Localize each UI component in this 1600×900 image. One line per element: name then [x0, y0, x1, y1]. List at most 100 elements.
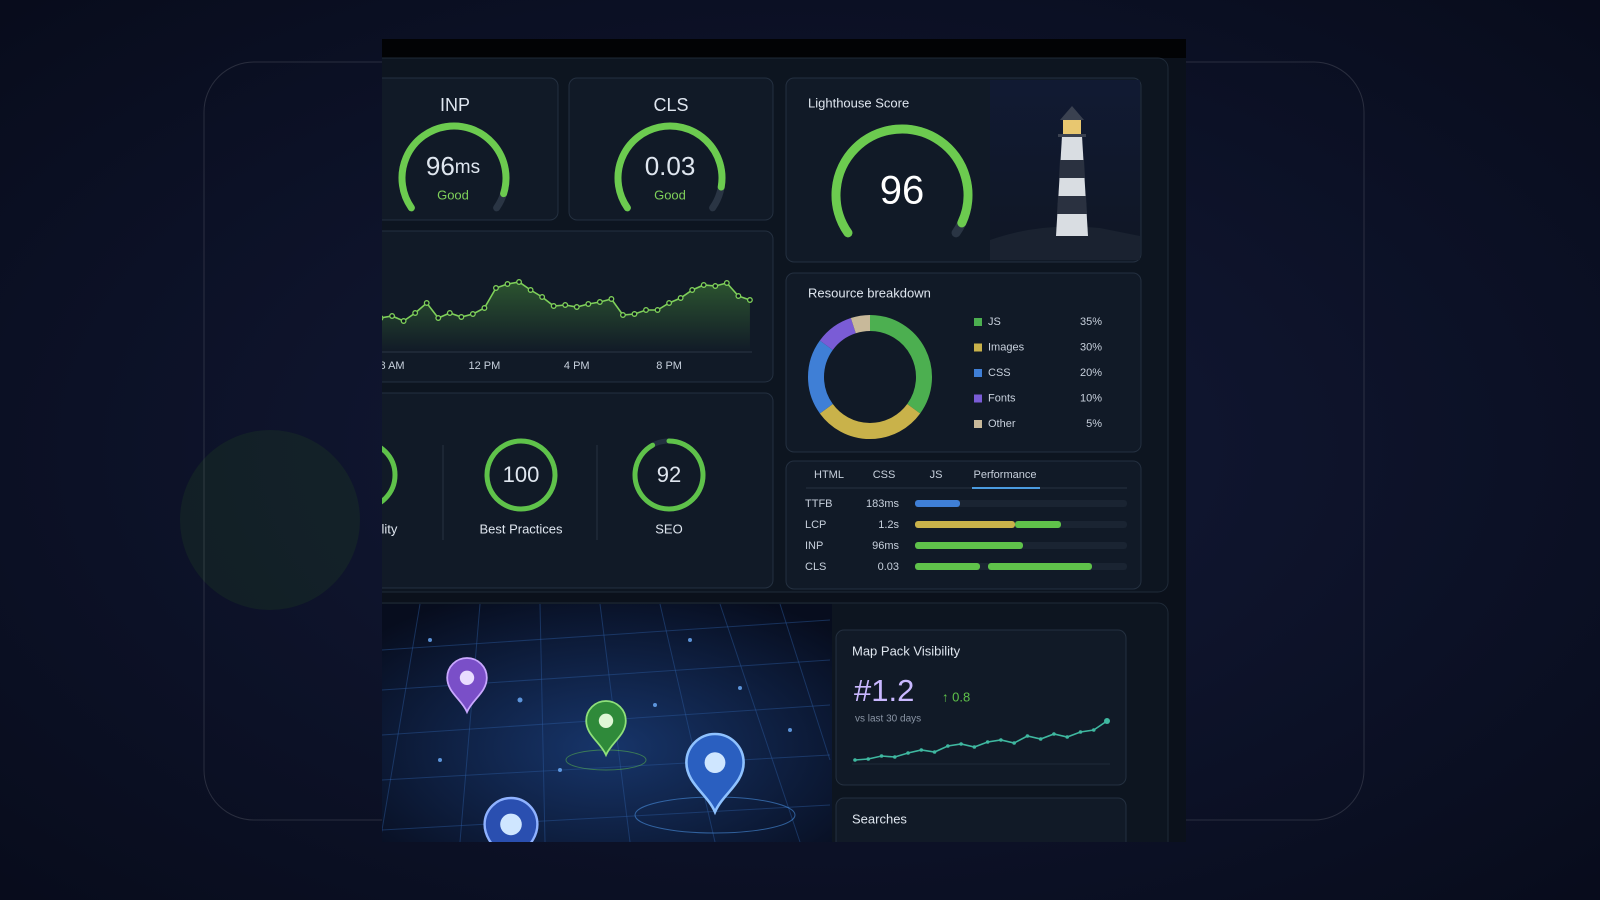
metric-value: 183ms	[866, 498, 900, 510]
legend-label: CSS	[988, 367, 1011, 379]
point	[1025, 734, 1030, 738]
legend-value: 20%	[1080, 367, 1102, 379]
legend-value: 30%	[1080, 341, 1102, 353]
point	[906, 751, 910, 755]
top-bar	[382, 39, 1186, 58]
point	[853, 758, 857, 762]
point	[959, 742, 963, 746]
sparkline	[854, 720, 1108, 761]
legend-value: 5%	[1086, 418, 1102, 430]
metric-name: TTFB	[805, 498, 833, 510]
donut-segment	[808, 340, 833, 414]
metric-value: 0.03	[878, 561, 899, 573]
point	[382, 315, 384, 321]
area	[382, 282, 750, 352]
legend-swatch	[974, 394, 982, 403]
point	[469, 311, 476, 317]
point	[596, 299, 603, 305]
map-pack-change: ↑ 0.8	[942, 689, 970, 704]
scores-card	[382, 392, 774, 589]
cls-status: Good	[654, 187, 686, 202]
point	[1091, 728, 1096, 732]
metric-value: 96ms	[872, 540, 899, 552]
point	[516, 279, 523, 285]
cls-value: 0.03	[645, 151, 696, 181]
x-tick-label: 8 AM	[380, 360, 405, 372]
point	[677, 295, 684, 301]
tab[interactable]: CSS	[873, 469, 896, 481]
donut-segment	[850, 315, 871, 334]
point	[643, 307, 649, 313]
score-label: Best Practices	[479, 521, 563, 536]
map-pack-note: vs last 30 days	[855, 714, 921, 725]
score-label: SEO	[655, 521, 682, 536]
legend-label: Images	[988, 341, 1025, 353]
lighthouse-title: Lighthouse Score	[808, 95, 909, 110]
gauge-fill	[398, 122, 510, 212]
map-pack-rank: #1.2	[854, 673, 914, 708]
glow	[180, 430, 360, 610]
inp-unit: ms	[455, 157, 480, 178]
legend-label: JS	[988, 316, 1001, 328]
donut-segment	[819, 318, 857, 351]
inp-value: 96ms	[426, 151, 480, 181]
lighthouse-illustration	[1056, 106, 1088, 236]
metric-name: CLS	[805, 561, 826, 573]
inp-number: 96	[426, 151, 455, 181]
searches-card	[835, 797, 1127, 842]
tab[interactable]: Performance	[974, 469, 1037, 481]
point	[412, 310, 419, 316]
metric-bars	[915, 500, 1127, 570]
score-ring	[484, 438, 558, 512]
map-pack-title: Map Pack Visibility	[852, 643, 961, 658]
point	[946, 744, 950, 748]
point	[879, 754, 884, 758]
point	[999, 738, 1003, 742]
legend-label: Other	[988, 418, 1016, 430]
point	[919, 748, 924, 752]
score-label: Accessibility	[327, 521, 398, 536]
metric-name: LCP	[805, 519, 826, 531]
point	[1065, 735, 1070, 739]
point	[631, 311, 638, 317]
point	[481, 305, 488, 311]
point	[932, 750, 937, 754]
point	[423, 300, 430, 306]
metric-value: 1.2s	[878, 519, 899, 531]
gauge-fill	[614, 122, 726, 212]
inp-card	[382, 77, 559, 221]
point	[1078, 730, 1083, 734]
point	[493, 285, 499, 291]
legend-value: 35%	[1080, 316, 1102, 328]
tab[interactable]: HTML	[814, 469, 844, 481]
legend-swatch	[974, 318, 982, 326]
point	[573, 304, 580, 310]
tab[interactable]: JS	[930, 469, 943, 481]
donut-segment	[869, 315, 932, 414]
point	[712, 283, 719, 289]
point	[735, 293, 742, 299]
point	[585, 301, 592, 307]
point	[666, 300, 673, 306]
point	[527, 287, 534, 293]
point	[504, 281, 511, 287]
point	[972, 745, 977, 749]
point	[389, 313, 396, 319]
point	[550, 303, 557, 309]
score-ring	[382, 445, 398, 505]
point	[985, 740, 990, 744]
score-value: 92	[657, 462, 681, 487]
point	[400, 318, 407, 324]
point	[1038, 737, 1043, 741]
score-ring	[632, 438, 706, 512]
point	[1104, 718, 1110, 724]
point	[746, 297, 753, 303]
point	[446, 310, 453, 316]
gauge-fill	[831, 124, 973, 238]
x-tick-label: 4 PM	[564, 360, 590, 372]
point	[1012, 741, 1016, 745]
legend-label: Fonts	[988, 392, 1016, 404]
metric-name: INP	[805, 540, 823, 552]
legend-swatch	[974, 343, 982, 352]
inp-status: Good	[437, 187, 469, 202]
